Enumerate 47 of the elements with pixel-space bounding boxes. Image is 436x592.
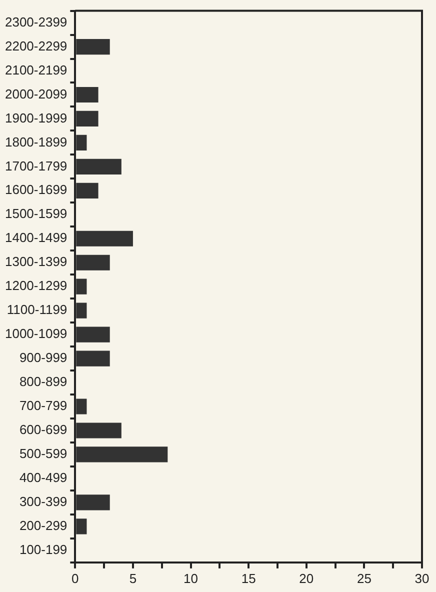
y-tick-label: 1700-1799 [4, 158, 68, 174]
y-tick-label: 900-999 [19, 350, 68, 366]
y-tick-label: 100-199 [19, 542, 68, 557]
y-tick-label: 300-399 [19, 494, 68, 510]
x-tick-label: 20 [299, 570, 314, 586]
x-tick-label: 30 [414, 570, 430, 586]
y-tick-label: 1400-1499 [4, 230, 68, 246]
bar [76, 350, 110, 366]
bar [76, 422, 122, 438]
bar [76, 278, 87, 294]
y-tick-label: 600-699 [19, 422, 68, 438]
x-tick-label: 15 [241, 570, 256, 586]
y-tick-label: 1600-1699 [4, 182, 68, 198]
y-tick-label: 500-599 [19, 446, 68, 462]
y-tick-label: 2100-2199 [4, 62, 68, 78]
y-tick-label: 1000-1099 [4, 326, 68, 342]
x-tick-label: 5 [129, 570, 137, 586]
y-tick-label: 2300-2399 [4, 14, 68, 30]
bar [76, 446, 168, 462]
x-tick-label: 25 [356, 570, 372, 586]
y-tick-label: 400-499 [19, 470, 68, 486]
y-tick-label: 2000-2099 [4, 86, 68, 102]
bar [76, 182, 98, 198]
bar [76, 398, 87, 414]
bar [76, 158, 122, 174]
x-tick-label: 0 [72, 570, 79, 586]
bar [76, 254, 110, 270]
x-tick-label: 10 [184, 570, 198, 586]
bar [76, 110, 98, 127]
y-tick-label: 1300-1399 [4, 254, 68, 270]
y-tick-label: 1900-1999 [4, 110, 68, 126]
bar [76, 302, 87, 318]
y-tick-label: 1800-1899 [4, 134, 68, 150]
bar [76, 86, 98, 103]
y-tick-label: 1200-1299 [4, 278, 68, 294]
bar [76, 230, 133, 246]
y-tick-label: 1100-1199 [6, 302, 68, 318]
bar [76, 134, 87, 150]
y-tick-label: 2200-2299 [4, 38, 68, 54]
y-tick-label: 200-299 [19, 518, 68, 534]
bar [76, 38, 110, 55]
bar [76, 518, 87, 534]
bar [76, 326, 110, 342]
bar [76, 494, 110, 510]
y-tick-label: 800-899 [19, 374, 68, 390]
y-tick-label: 700-799 [19, 398, 68, 414]
y-tick-label: 1500-1599 [4, 206, 68, 222]
